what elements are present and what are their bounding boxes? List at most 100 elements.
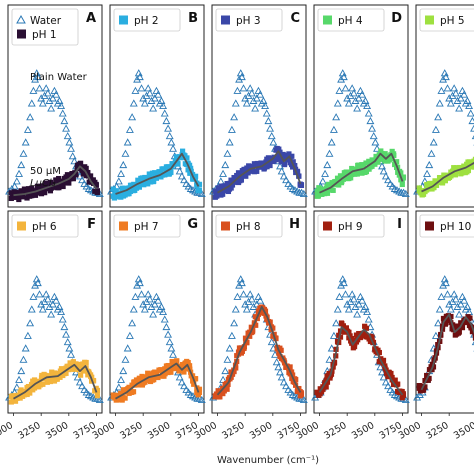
sample-point [18,188,24,194]
water-point [325,149,334,157]
water-point [451,89,460,97]
fit-line [420,313,474,391]
water-point [429,344,438,352]
sample-point [214,193,220,199]
sample-point [8,195,14,202]
water-point [50,86,59,94]
sample-point [439,180,446,186]
sample-point [192,376,198,382]
sample-point [376,349,382,356]
sample-point [340,176,347,182]
sample-point [369,163,375,169]
fit-line [115,152,200,195]
water-point [272,358,281,366]
sample-point [451,165,457,171]
water-point [443,84,452,92]
sample-point [168,169,174,176]
water-point [381,378,390,386]
sample-point [290,159,296,165]
water-point [162,322,171,331]
sample-point [92,188,98,194]
sample-point [461,163,467,169]
sample-point [162,171,168,177]
sample-point [20,194,26,200]
sample-point [324,190,331,196]
sample-point [151,178,157,184]
water-point [160,315,169,323]
sample-point [394,159,400,165]
sample-point [459,324,465,331]
water-point [145,295,154,303]
water-point [23,331,32,339]
water-point [157,96,166,104]
water-point [221,366,230,375]
sample-point [47,188,54,194]
sample-point [442,178,449,184]
water-point [35,84,44,92]
sample-point [350,166,356,172]
water-point [55,96,64,104]
legend: Water pH 1 [11,8,79,46]
legend: pH 9 [317,214,385,238]
sample-point [218,183,224,189]
sample-point [380,357,387,363]
legend-box [215,214,283,238]
sample-point [277,149,283,155]
water-point [125,125,134,133]
sample-point [194,182,200,188]
water-point [167,344,176,352]
fit-line [319,152,404,194]
water-point [150,94,159,102]
sample-point [173,154,180,160]
sample-point [296,173,302,179]
water-point [223,149,232,157]
x-tick-label: 3500 [452,420,474,442]
sample-point [276,146,282,152]
water-point [246,84,255,92]
water-point [47,310,56,318]
sample-point [175,160,181,166]
water-point [335,86,344,94]
water-point [223,355,232,363]
water-point [470,124,474,132]
water-point [225,138,234,146]
water-point [358,296,367,304]
sample-point [191,381,197,387]
annotation-plain-water: Plain Water [30,72,88,83]
legend-sample-label: pH 1 [32,29,57,41]
sample-point [184,155,190,161]
legend: pH 7 [113,214,181,238]
sample-point [420,191,427,197]
water-point [180,176,189,184]
water-point [276,162,284,170]
water-point [247,89,256,97]
sample-point [442,321,449,327]
water-point [242,99,251,107]
fit-line [421,161,474,193]
water-point [247,295,256,303]
sample-point [293,377,299,383]
sample-point [335,175,341,182]
x-tick-label: 3000 [193,420,219,442]
water-point [67,350,76,358]
sample-point [83,165,89,172]
water-point [58,109,67,117]
water-point [456,94,465,102]
sample-point [355,337,361,343]
water-point [137,84,146,92]
sample-point [233,365,239,371]
sample-point [222,188,229,194]
legend-sample-marker [221,15,230,25]
legend: pH 8 [215,214,283,238]
sample-point [244,339,250,345]
panel-frame [313,4,409,208]
sample-point [184,366,190,372]
water-point [341,290,350,298]
legend-sample-label: pH 8 [236,221,261,233]
legend-box [317,214,385,238]
sample-point [363,325,370,331]
sample-point [286,151,292,157]
water-point [446,305,455,313]
water-point [231,99,240,107]
panel-c: pH 3 C [209,4,308,208]
